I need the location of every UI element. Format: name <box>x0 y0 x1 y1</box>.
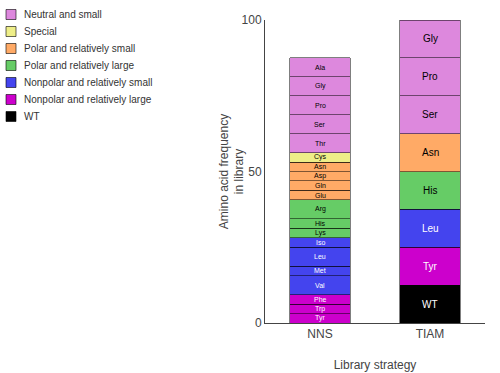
svg-text:100: 100 <box>242 13 262 27</box>
svg-text:His: His <box>423 185 437 196</box>
svg-text:WT: WT <box>24 111 40 122</box>
svg-text:Iso: Iso <box>316 239 325 246</box>
svg-text:Gln: Gln <box>315 182 326 189</box>
svg-text:Phe: Phe <box>314 296 327 303</box>
svg-text:Nonpolar and relatively small: Nonpolar and relatively small <box>24 77 152 88</box>
svg-text:Arg: Arg <box>315 205 326 213</box>
svg-text:Pro: Pro <box>422 71 438 82</box>
svg-text:Tyr: Tyr <box>315 314 325 322</box>
svg-text:Gly: Gly <box>423 33 438 44</box>
svg-text:Ser: Ser <box>314 121 326 128</box>
svg-text:Ser: Ser <box>422 109 438 120</box>
svg-text:Lys: Lys <box>315 229 326 237</box>
svg-text:TIAM: TIAM <box>416 327 445 341</box>
svg-text:WT: WT <box>422 299 438 310</box>
svg-text:0: 0 <box>255 316 262 330</box>
svg-text:Nonpolar and relatively large: Nonpolar and relatively large <box>24 94 152 105</box>
svg-text:Pro: Pro <box>315 102 326 109</box>
svg-text:Special: Special <box>24 26 57 37</box>
svg-text:Trp: Trp <box>315 305 325 313</box>
svg-text:Asn: Asn <box>422 147 439 158</box>
svg-text:Leu: Leu <box>422 223 439 234</box>
svg-text:Cys: Cys <box>314 153 327 161</box>
svg-text:Val: Val <box>315 282 325 289</box>
svg-text:Met: Met <box>314 267 326 274</box>
svg-text:Thr: Thr <box>315 140 326 147</box>
svg-text:Tyr: Tyr <box>423 261 438 272</box>
svg-text:Asp: Asp <box>314 172 326 180</box>
svg-text:Polar and relatively small: Polar and relatively small <box>24 43 135 54</box>
svg-text:His: His <box>315 220 326 227</box>
svg-text:Polar and relatively large: Polar and relatively large <box>24 60 134 71</box>
svg-text:Neutral and small: Neutral and small <box>24 9 102 20</box>
svg-text:Ala: Ala <box>315 64 325 71</box>
svg-text:Asn: Asn <box>314 163 326 170</box>
svg-text:50: 50 <box>248 165 262 179</box>
svg-text:NNS: NNS <box>307 327 332 341</box>
svg-text:Amino acid frequencyin library: Amino acid frequencyin library <box>217 114 247 229</box>
svg-text:Library strategy: Library strategy <box>334 358 417 372</box>
svg-text:Leu: Leu <box>314 253 326 260</box>
svg-text:Glu: Glu <box>315 192 326 199</box>
svg-text:Gly: Gly <box>315 82 326 90</box>
